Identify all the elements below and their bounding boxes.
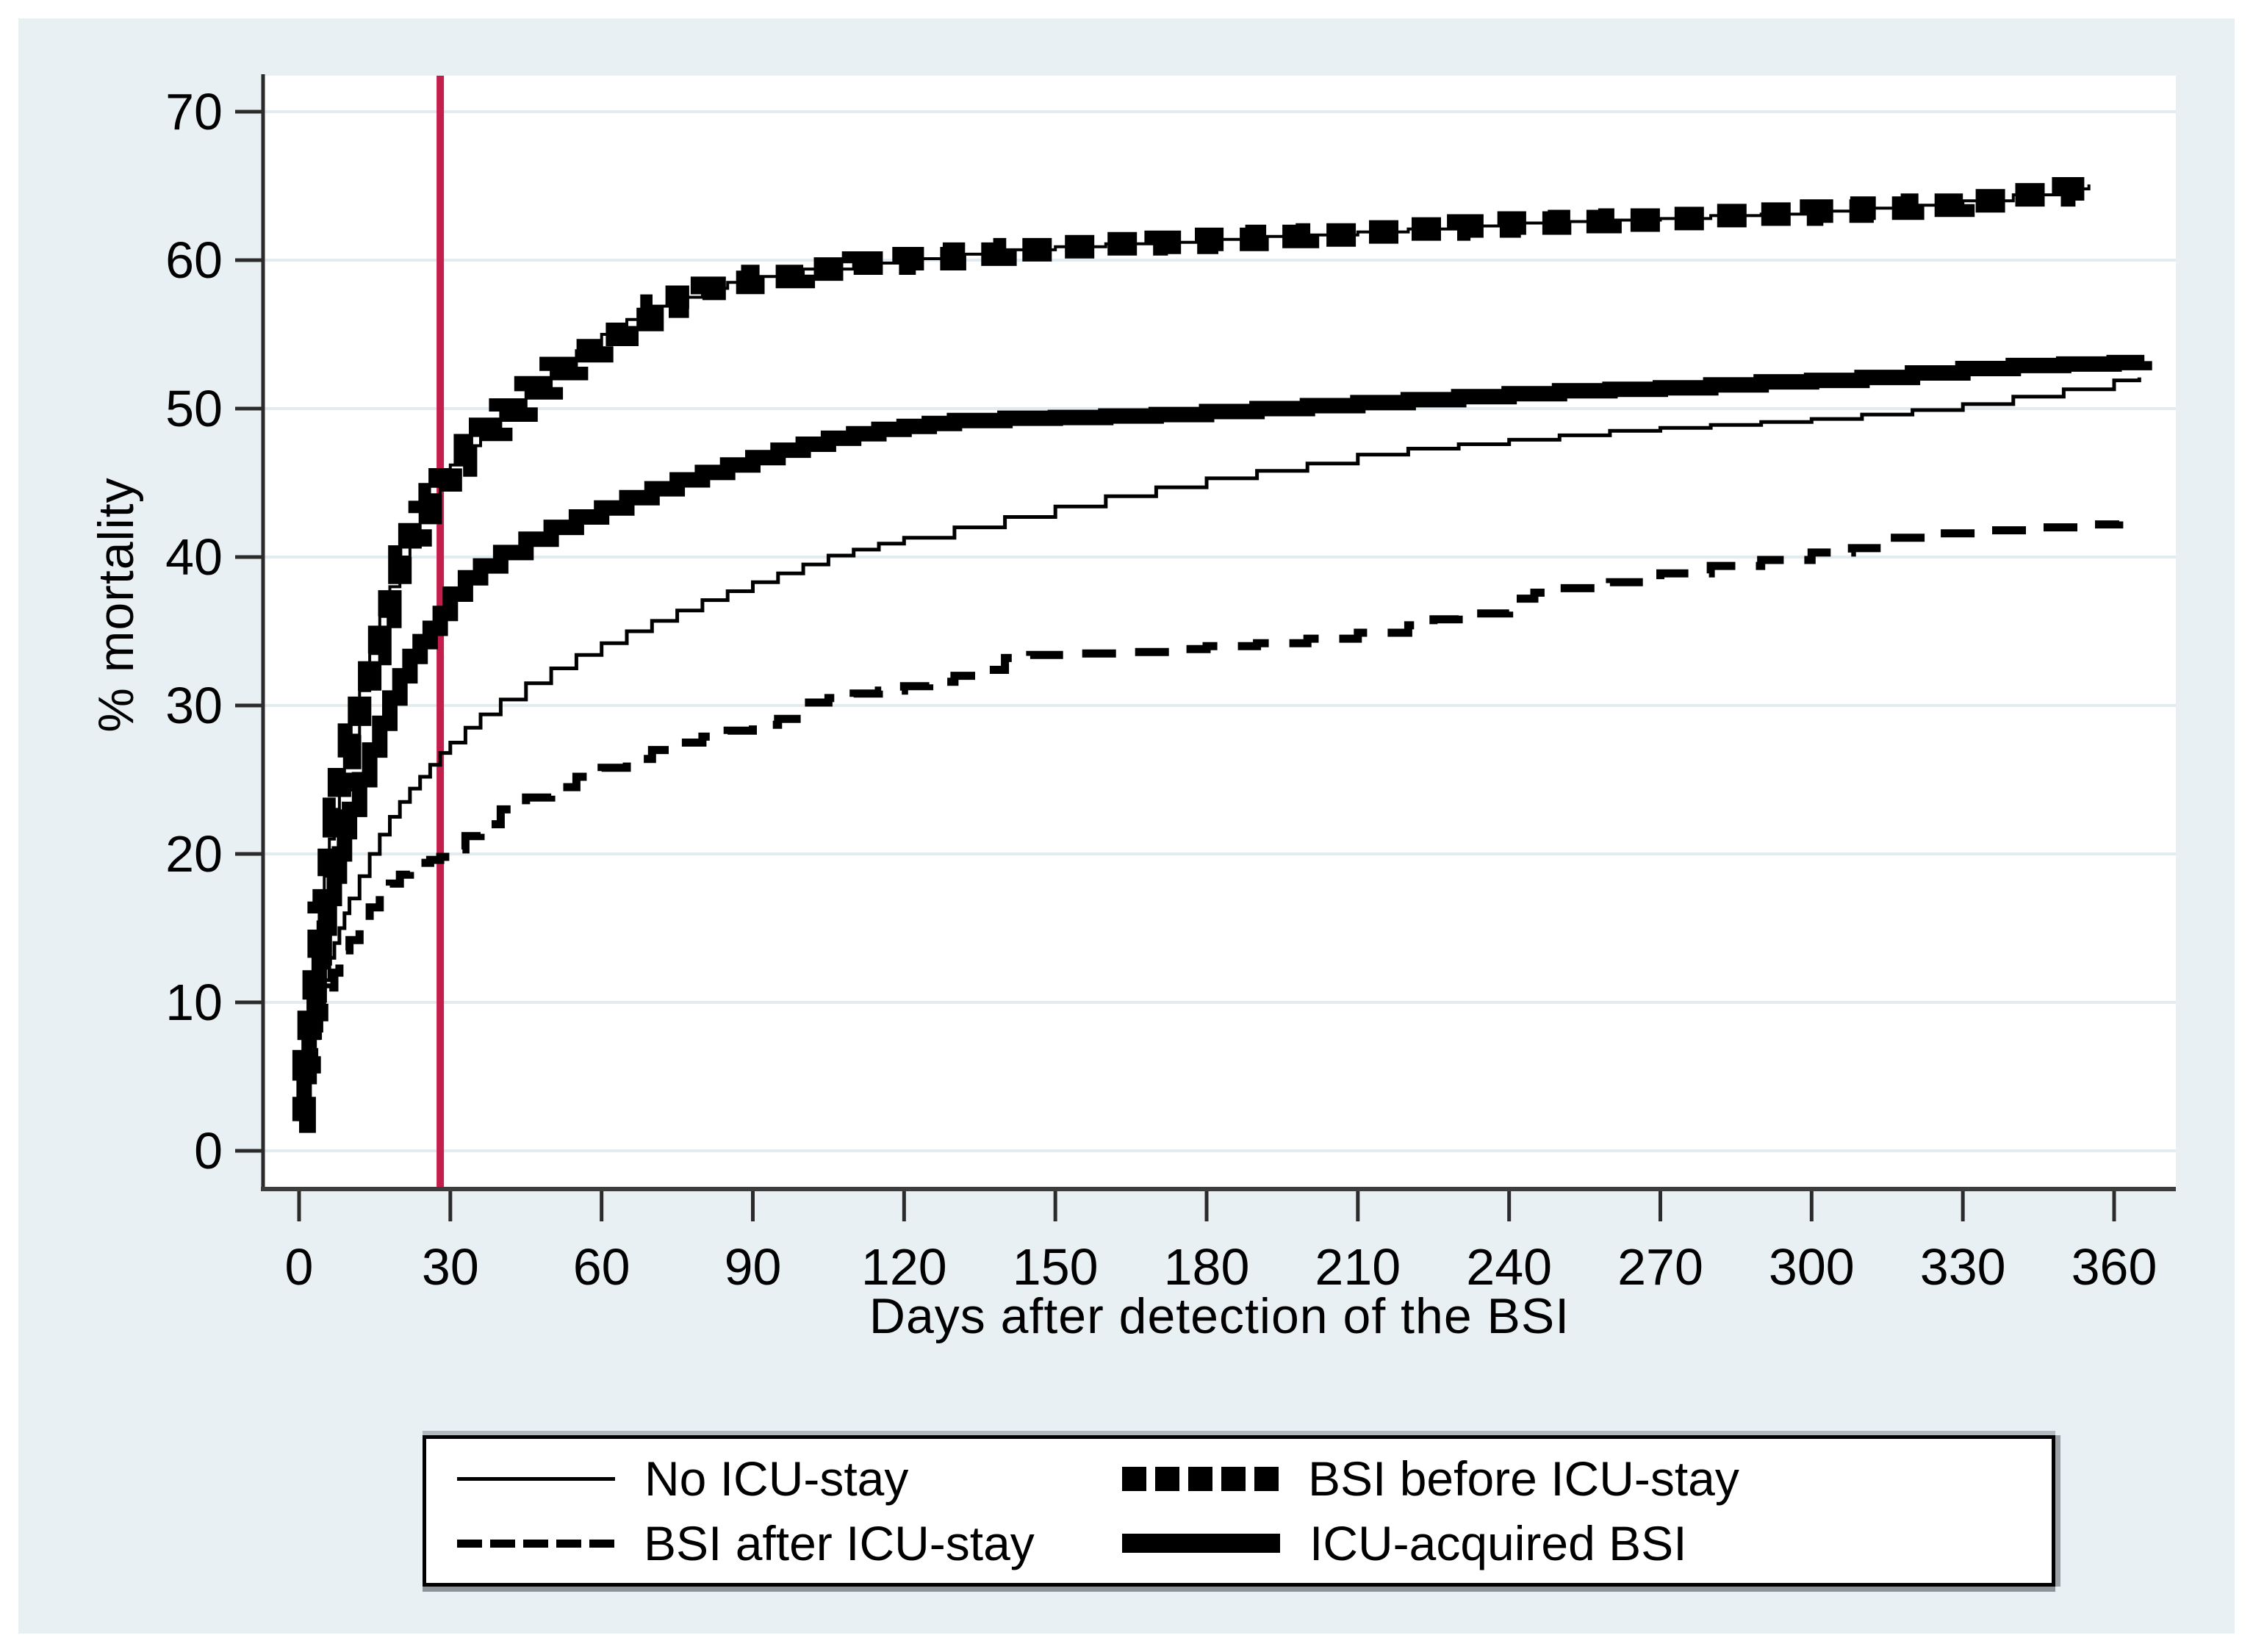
y-tick-label-20: 20	[165, 825, 223, 883]
legend-item-bsi-after-icu-stay: BSI after ICU-stay	[457, 1515, 1122, 1571]
x-tick-label-60: 60	[573, 1238, 630, 1296]
curve-no-icu-stay	[299, 377, 2141, 1124]
legend-label: No ICU-stay	[644, 1451, 909, 1506]
x-tick-label-360: 360	[2071, 1238, 2157, 1296]
legend-item-no-icu-stay: No ICU-stay	[457, 1451, 1122, 1506]
x-tick-label-270: 270	[1617, 1238, 1703, 1296]
x-tick-label-330: 330	[1920, 1238, 2006, 1296]
x-tick-label-90: 90	[725, 1238, 782, 1296]
y-axis-title: % mortality	[88, 477, 144, 733]
y-tick-label-50: 50	[165, 380, 223, 437]
y-tick-label-0: 0	[194, 1122, 223, 1179]
x-tick-label-30: 30	[422, 1238, 479, 1296]
curve-bsi-before-icu-stay	[292, 177, 2101, 1133]
y-tick-label-10: 10	[165, 974, 223, 1031]
legend-label: BSI after ICU-stay	[644, 1516, 1035, 1570]
y-tick-label-70: 70	[165, 83, 223, 140]
x-tick-label-180: 180	[1164, 1238, 1250, 1296]
thick-solid-line-swatch	[1122, 1534, 1280, 1553]
legend-item-icu-acquired-bsi: ICU-acquired BSI	[1122, 1515, 2044, 1571]
y-tick-label-40: 40	[165, 528, 223, 586]
x-tick-label-0: 0	[285, 1238, 314, 1296]
y-tick-label-60: 60	[165, 231, 223, 289]
x-tick-label-210: 210	[1315, 1238, 1401, 1296]
y-tick-label-30: 30	[165, 677, 223, 734]
curve-icu-acquired-bsi	[296, 354, 2152, 1130]
x-tick-label-300: 300	[1769, 1238, 1855, 1296]
dashed-line-swatch	[457, 1539, 614, 1548]
x-tick-label-120: 120	[861, 1238, 947, 1296]
x-tick-label-240: 240	[1466, 1238, 1552, 1296]
legend-item-bsi-before-icu-stay: BSI before ICU-stay	[1122, 1451, 2044, 1506]
legend-label: ICU-acquired BSI	[1309, 1516, 1687, 1570]
x-tick-label-150: 150	[1013, 1238, 1099, 1296]
x-axis-title: Days after detection of the BSI	[869, 1288, 1570, 1344]
legend-box: No ICU-stay BSI before ICU-stay BSI afte…	[423, 1435, 2055, 1587]
square-dash-line-swatch	[1122, 1466, 1279, 1491]
legend-label: BSI before ICU-stay	[1308, 1451, 1739, 1506]
thin-solid-line-swatch	[457, 1476, 615, 1481]
